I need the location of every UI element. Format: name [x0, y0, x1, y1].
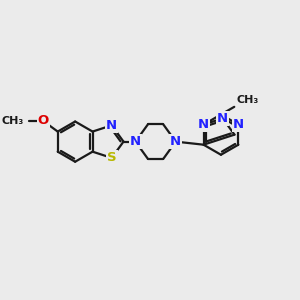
Text: N: N	[106, 119, 117, 132]
Text: N: N	[130, 135, 141, 148]
Text: N: N	[170, 135, 181, 148]
Text: O: O	[38, 114, 49, 128]
Text: N: N	[233, 118, 244, 131]
Text: CH₃: CH₃	[236, 94, 259, 105]
Text: CH₃: CH₃	[2, 116, 24, 126]
Text: N: N	[217, 112, 228, 125]
Text: N: N	[198, 118, 209, 131]
Text: S: S	[107, 152, 116, 164]
